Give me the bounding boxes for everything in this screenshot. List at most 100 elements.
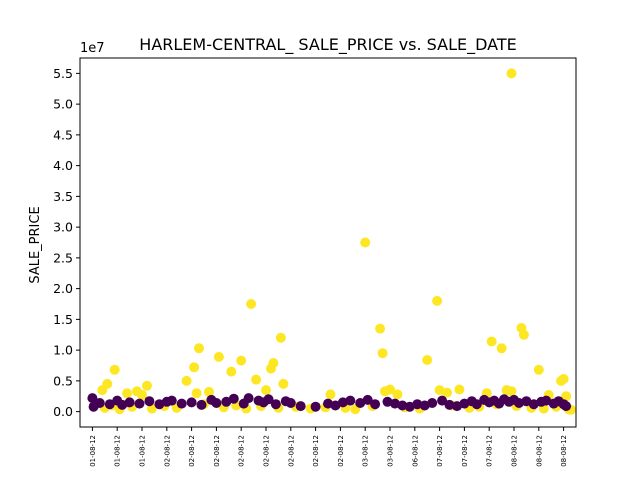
data-point [268, 358, 279, 368]
data-point [275, 332, 286, 343]
data-point [142, 380, 152, 391]
data-point [437, 395, 448, 406]
x-tick-label: 07-08-12 [486, 435, 494, 467]
data-point [432, 295, 443, 306]
data-point [345, 395, 356, 406]
data-point [325, 389, 336, 400]
data-point [189, 362, 200, 373]
x-tick-label: 03-08-12 [362, 435, 370, 467]
data-point [137, 390, 147, 400]
x-tick-label: 02-08-12 [337, 435, 345, 467]
x-tick-label: 08-08-12 [535, 435, 543, 467]
data-point [166, 395, 177, 406]
data-point [385, 384, 395, 395]
x-tick-label: 02-08-12 [312, 435, 320, 467]
data-point [196, 399, 207, 410]
data-point [211, 398, 222, 408]
data-point [412, 399, 423, 410]
y-tick-label: 4.0 [53, 158, 73, 173]
data-point [377, 348, 388, 359]
x-tick-label: 07-08-12 [436, 435, 444, 467]
data-point [375, 323, 386, 334]
y-tick-label: 1.0 [53, 343, 73, 358]
data-point [518, 329, 529, 340]
data-point [194, 343, 204, 354]
data-point [221, 396, 232, 407]
data-point [506, 386, 517, 397]
y-tick-label: 0.0 [53, 404, 73, 419]
data-point [442, 387, 452, 398]
y-tick-label: 4.5 [53, 127, 73, 142]
y-tick-label: 3.0 [53, 220, 73, 235]
chart-title: HARLEM-CENTRAL_ SALE_PRICE vs. SALE_DATE [139, 35, 516, 55]
data-point [228, 393, 239, 404]
data-point [362, 394, 373, 405]
x-tick-label: 08-08-12 [511, 435, 519, 467]
plot-frame [79, 57, 577, 428]
data-point [506, 68, 517, 79]
x-tick-label: 02-08-12 [263, 435, 271, 467]
y-tick-label: 1.5 [53, 312, 73, 327]
y-tick-label: 5.0 [53, 97, 73, 112]
data-point [246, 299, 257, 309]
data-point [122, 388, 133, 399]
data-point [87, 393, 98, 404]
data-point [261, 385, 271, 396]
data-point [278, 378, 289, 389]
data-point [422, 355, 433, 365]
data-point [236, 355, 247, 366]
x-tick-label: 02-08-12 [213, 435, 221, 467]
data-point [181, 375, 192, 386]
data-point [310, 401, 321, 412]
data-point [186, 397, 197, 408]
data-point [444, 399, 455, 410]
data-point [270, 399, 281, 410]
x-tick-label: 02-08-12 [188, 435, 196, 467]
data-point [397, 400, 408, 411]
data-point [285, 398, 296, 408]
data-point [360, 237, 371, 248]
x-axis-ticks: 01-08-12 01-08-12 01-08-12 02-08-12 02-08-12… [89, 427, 568, 467]
x-tick-label: 02-08-12 [163, 435, 171, 467]
x-tick-label: 01-08-12 [89, 435, 97, 467]
data-point [94, 398, 105, 408]
y-axis-multiplier: 1e7 [80, 41, 105, 56]
data-point [370, 399, 381, 410]
data-point [533, 364, 544, 375]
data-point [176, 398, 187, 409]
x-tick-label: 02-08-12 [238, 435, 246, 467]
data-point [382, 396, 393, 407]
data-point [204, 386, 214, 397]
data-point [486, 336, 497, 347]
data-point [561, 401, 572, 412]
data-point [134, 398, 145, 409]
data-point [213, 351, 224, 362]
data-point [496, 343, 507, 354]
data-point [295, 401, 306, 412]
y-tick-label: 0.5 [53, 373, 73, 388]
x-tick-label: 08-08-12 [560, 435, 568, 467]
data-point [528, 399, 539, 410]
data-point [109, 364, 120, 375]
y-tick-label: 3.5 [53, 189, 73, 204]
x-tick-label: 06-08-12 [411, 435, 419, 467]
data-point [541, 395, 552, 406]
data-point [251, 374, 262, 385]
data-point [471, 399, 482, 410]
data-point [144, 396, 155, 407]
data-point [454, 384, 465, 395]
y-tick-label: 5.5 [53, 66, 73, 81]
y-axis-label: SALE_PRICE [28, 206, 43, 283]
data-points [87, 68, 576, 415]
x-tick-label: 01-08-12 [139, 435, 147, 467]
data-point [263, 394, 274, 405]
y-axis-ticks: 0.0 0.5 1.0 1.5 2.0 2.5 3.0 3.5 4.0 4.5 5.0 5.5 [53, 66, 80, 419]
data-point [558, 374, 569, 384]
data-point [330, 400, 341, 411]
data-point [124, 397, 135, 408]
data-point [191, 388, 202, 399]
data-point [427, 398, 438, 408]
data-point [355, 398, 366, 408]
data-point [226, 366, 237, 377]
